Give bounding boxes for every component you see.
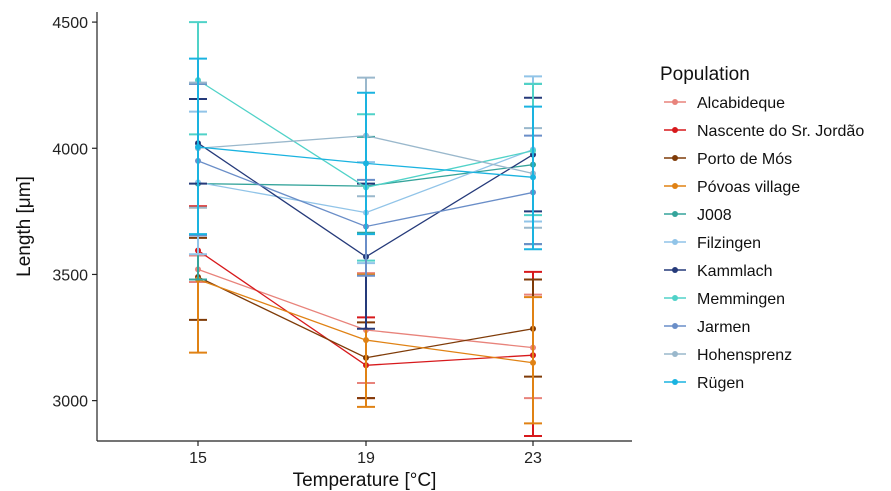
legend-item: Porto de Mós [664, 151, 792, 168]
x-tick-label: 15 [189, 450, 207, 467]
plot-area [189, 21, 542, 437]
x-tick-label: 19 [357, 450, 375, 467]
legend-label: Kammlach [697, 263, 773, 280]
y-tick-label: 3000 [52, 394, 88, 411]
legend-key-point [672, 239, 678, 245]
y-axis-title: Length [μm] [14, 176, 35, 277]
legend-item: J008 [664, 207, 732, 224]
legend-key-point [672, 295, 678, 301]
legend-label: Rügen [697, 375, 744, 392]
data-point [363, 160, 369, 167]
data-point [195, 144, 201, 151]
legend-key-point [672, 323, 678, 329]
legend-item: Jarmen [664, 319, 750, 336]
legend-key-point [672, 211, 678, 217]
legend-label: J008 [697, 207, 732, 224]
legend-label: Jarmen [697, 319, 750, 336]
y-tick-label: 4500 [52, 15, 88, 32]
legend-label: Póvoas village [697, 179, 800, 196]
legend-key-point [672, 379, 678, 385]
legend-item: Póvoas village [664, 179, 800, 196]
legend: Population Alcabideque Nascente do Sr. Jo… [660, 64, 864, 392]
legend-key-point [672, 267, 678, 273]
y-tick-label: 3500 [52, 267, 88, 284]
legend-label: Alcabideque [697, 95, 785, 112]
legend-key-point [672, 99, 678, 105]
legend-label: Filzingen [697, 235, 761, 252]
legend-label: Memmingen [697, 291, 785, 308]
legend-item: Hohensprenz [664, 347, 792, 364]
data-point [530, 174, 536, 181]
legend-key-point [672, 183, 678, 189]
data-point [530, 359, 536, 366]
data-point [363, 337, 369, 344]
legend-item: Rügen [664, 375, 744, 392]
legend-label: Hohensprenz [697, 347, 792, 364]
series-r-gen [189, 57, 542, 251]
legend-item: Nascente do Sr. Jordão [664, 123, 864, 140]
legend-key-point [672, 155, 678, 161]
legend-title: Population [660, 64, 750, 85]
x-tick-label: 23 [524, 450, 542, 467]
legend-item: Memmingen [664, 291, 785, 308]
y-tick-label: 4000 [52, 141, 88, 158]
legend-item: Filzingen [664, 235, 761, 252]
legend-label: Nascente do Sr. Jordão [697, 123, 864, 140]
legend-key-point [672, 127, 678, 133]
x-axis-title: Temperature [°C] [293, 470, 437, 491]
legend-label: Porto de Mós [697, 151, 792, 168]
axes: 3000 3500 4000 4500 15 19 23 [52, 12, 632, 467]
legend-item: Kammlach [664, 263, 773, 280]
legend-key-point [672, 351, 678, 357]
legend-item: Alcabideque [664, 95, 785, 112]
